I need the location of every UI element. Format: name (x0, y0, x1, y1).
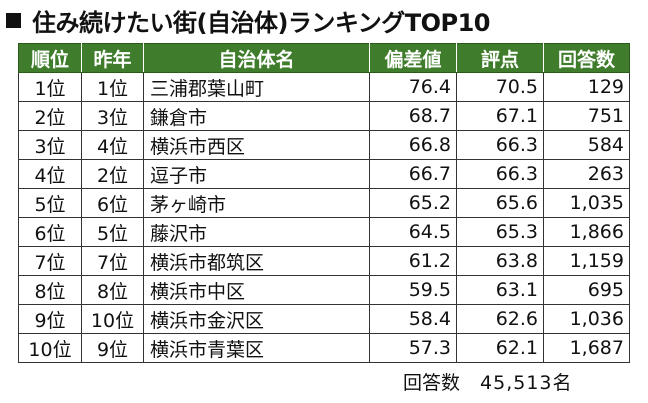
municipality-cell: 横浜市中区 (143, 275, 370, 305)
rank-cell: 7位 (18, 246, 82, 276)
last-year-cell: 6位 (81, 188, 144, 218)
table-row: 6位 5位 藤沢市 64.5 65.3 1,866 (18, 217, 630, 247)
responses-cell: 263 (543, 159, 630, 189)
score-cell: 63.1 (456, 275, 544, 305)
table-row: 1位 1位 三浦郡葉山町 76.4 70.5 129 (18, 72, 630, 102)
header-deviation: 偏差値 (369, 43, 457, 73)
header-last-year: 昨年 (81, 43, 144, 73)
responses-cell: 1,687 (543, 333, 630, 363)
chart-title: 住み続けたい街(自治体)ランキングTOP10 (6, 2, 490, 38)
score-cell: 62.6 (456, 304, 544, 334)
municipality-cell: 三浦郡葉山町 (143, 72, 370, 102)
last-year-cell: 1位 (81, 72, 144, 102)
score-cell: 66.3 (456, 130, 544, 160)
table-row: 5位 6位 茅ヶ崎市 65.2 65.6 1,035 (18, 188, 630, 218)
responses-cell: 751 (543, 101, 630, 131)
municipality-cell: 横浜市青葉区 (143, 333, 370, 363)
score-cell: 62.1 (456, 333, 544, 363)
ranking-table: 順位 昨年 自治体名 偏差値 評点 回答数 1位 1位 三浦郡葉山町 76.4 70.5… (18, 43, 630, 363)
deviation-cell: 66.8 (369, 130, 457, 160)
last-year-cell: 8位 (81, 275, 144, 305)
total-responses: 回答数 45,513名 (403, 368, 573, 395)
table-row: 8位 8位 横浜市中区 59.5 63.1 695 (18, 275, 630, 305)
chart-title-text: 住み続けたい街(自治体)ランキングTOP10 (32, 8, 490, 37)
rank-cell: 9位 (18, 304, 82, 334)
rank-cell: 3位 (18, 130, 82, 160)
last-year-cell: 9位 (81, 333, 144, 363)
last-year-cell: 4位 (81, 130, 144, 160)
rank-cell: 5位 (18, 188, 82, 218)
responses-cell: 1,866 (543, 217, 630, 247)
score-cell: 67.1 (456, 101, 544, 131)
responses-cell: 584 (543, 130, 630, 160)
header-score: 評点 (456, 43, 544, 73)
table-row: 9位 10位 横浜市金沢区 58.4 62.6 1,036 (18, 304, 630, 334)
municipality-cell: 藤沢市 (143, 217, 370, 247)
deviation-cell: 61.2 (369, 246, 457, 276)
deviation-cell: 68.7 (369, 101, 457, 131)
deviation-cell: 76.4 (369, 72, 457, 102)
score-cell: 65.3 (456, 217, 544, 247)
last-year-cell: 2位 (81, 159, 144, 189)
header-municipality: 自治体名 (143, 43, 370, 73)
responses-cell: 1,036 (543, 304, 630, 334)
last-year-cell: 10位 (81, 304, 144, 334)
deviation-cell: 64.5 (369, 217, 457, 247)
last-year-cell: 7位 (81, 246, 144, 276)
table-row: 10位 9位 横浜市青葉区 57.3 62.1 1,687 (18, 333, 630, 363)
table-row: 2位 3位 鎌倉市 68.7 67.1 751 (18, 101, 630, 131)
deviation-cell: 58.4 (369, 304, 457, 334)
header-responses: 回答数 (543, 43, 630, 73)
responses-cell: 1,035 (543, 188, 630, 218)
deviation-cell: 57.3 (369, 333, 457, 363)
table-row: 4位 2位 逗子市 66.7 66.3 263 (18, 159, 630, 189)
municipality-cell: 茅ヶ崎市 (143, 188, 370, 218)
table-row: 7位 7位 横浜市都筑区 61.2 63.8 1,159 (18, 246, 630, 276)
responses-cell: 129 (543, 72, 630, 102)
total-responses-label: 回答数 (403, 372, 461, 394)
rank-cell: 8位 (18, 275, 82, 305)
responses-cell: 1,159 (543, 246, 630, 276)
municipality-cell: 鎌倉市 (143, 101, 370, 131)
last-year-cell: 5位 (81, 217, 144, 247)
score-cell: 63.8 (456, 246, 544, 276)
square-bullet-icon (6, 12, 21, 28)
rank-cell: 2位 (18, 101, 82, 131)
rank-cell: 10位 (18, 333, 82, 363)
header-row: 順位 昨年 自治体名 偏差値 評点 回答数 (18, 43, 630, 73)
deviation-cell: 66.7 (369, 159, 457, 189)
table-row: 3位 4位 横浜市西区 66.8 66.3 584 (18, 130, 630, 160)
rank-cell: 1位 (18, 72, 82, 102)
last-year-cell: 3位 (81, 101, 144, 131)
header-rank: 順位 (18, 43, 82, 73)
score-cell: 70.5 (456, 72, 544, 102)
score-cell: 66.3 (456, 159, 544, 189)
score-cell: 65.6 (456, 188, 544, 218)
municipality-cell: 逗子市 (143, 159, 370, 189)
deviation-cell: 59.5 (369, 275, 457, 305)
municipality-cell: 横浜市西区 (143, 130, 370, 160)
rank-cell: 4位 (18, 159, 82, 189)
rank-cell: 6位 (18, 217, 82, 247)
deviation-cell: 65.2 (369, 188, 457, 218)
municipality-cell: 横浜市都筑区 (143, 246, 370, 276)
total-responses-value: 45,513名 (480, 372, 573, 394)
responses-cell: 695 (543, 275, 630, 305)
municipality-cell: 横浜市金沢区 (143, 304, 370, 334)
